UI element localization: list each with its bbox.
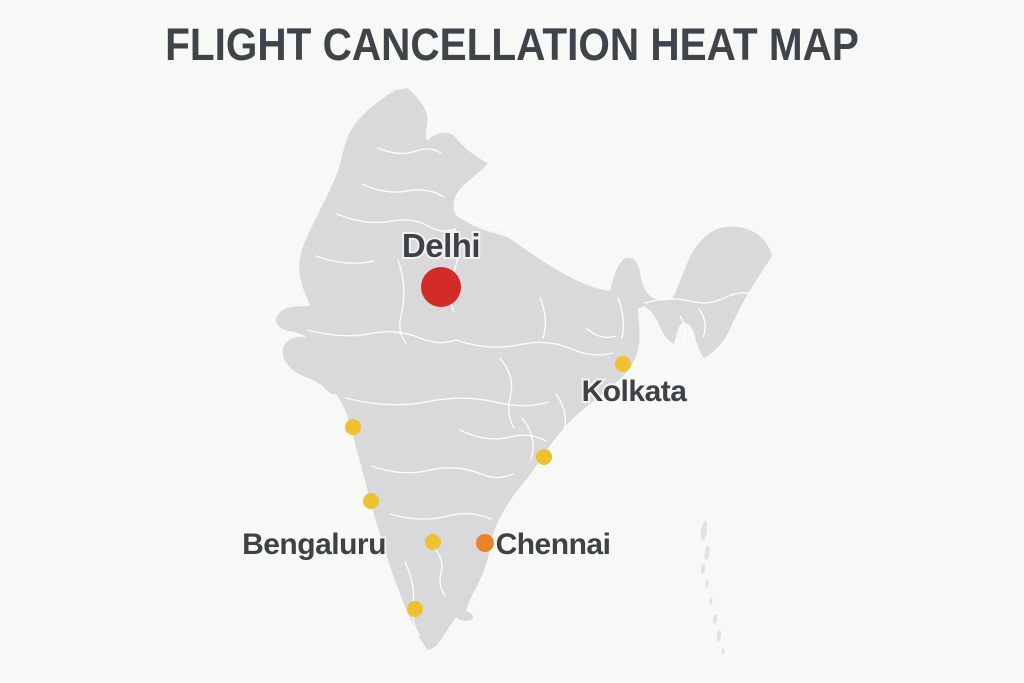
island-shape	[704, 546, 710, 560]
state-border-line	[371, 465, 514, 479]
city-label-chennai: Chennai	[496, 528, 611, 561]
state-border-line	[336, 213, 456, 232]
island-shape	[705, 580, 709, 588]
city-labels: Delhi Kolkata Bengaluru Chennai	[240, 225, 690, 563]
state-border-line	[361, 183, 445, 198]
city-label-bengaluru: Bengaluru	[242, 528, 386, 561]
state-border-line	[377, 147, 442, 155]
city-markers	[345, 267, 631, 617]
island-shape	[700, 564, 706, 574]
city-marker-delhi	[421, 267, 461, 307]
city-marker-west-coast-2	[363, 493, 379, 509]
island-shape	[709, 597, 713, 605]
island-shape	[721, 648, 725, 654]
state-border-line	[585, 327, 617, 339]
state-border-line	[307, 329, 457, 344]
page-title: FLIGHT CANCELLATION HEAT MAP	[165, 19, 859, 70]
state-border-line	[459, 429, 547, 442]
state-border-line	[467, 217, 503, 226]
city-marker-bengaluru	[425, 534, 441, 550]
andaman-islands	[700, 521, 725, 654]
state-border-line	[539, 297, 547, 339]
state-border-line	[430, 544, 446, 597]
state-border-line	[698, 308, 706, 338]
state-border-line	[617, 297, 625, 339]
state-border-line	[679, 315, 687, 342]
state-borders	[307, 147, 754, 636]
state-border-line	[555, 393, 567, 438]
city-marker-chennai	[476, 534, 494, 552]
city-marker-kolkata	[615, 356, 631, 372]
india-outline	[276, 88, 772, 650]
island-shape	[712, 614, 718, 624]
state-border-line	[397, 259, 407, 344]
city-label-delhi: Delhi	[402, 227, 480, 264]
city-marker-west-coast-3	[407, 601, 423, 617]
state-border-line	[389, 512, 492, 520]
state-border-line	[499, 357, 515, 429]
state-border-line	[315, 255, 375, 264]
island-shape	[716, 630, 722, 642]
state-border-line	[521, 417, 534, 460]
state-border-line	[345, 397, 549, 407]
city-label-kolkata: Kolkata	[582, 375, 688, 408]
city-marker-east-coast-1	[536, 449, 552, 465]
city-marker-west-coast-1	[345, 419, 361, 435]
state-border-line	[644, 291, 754, 304]
state-border-line	[455, 339, 613, 356]
island-shape	[700, 521, 708, 541]
